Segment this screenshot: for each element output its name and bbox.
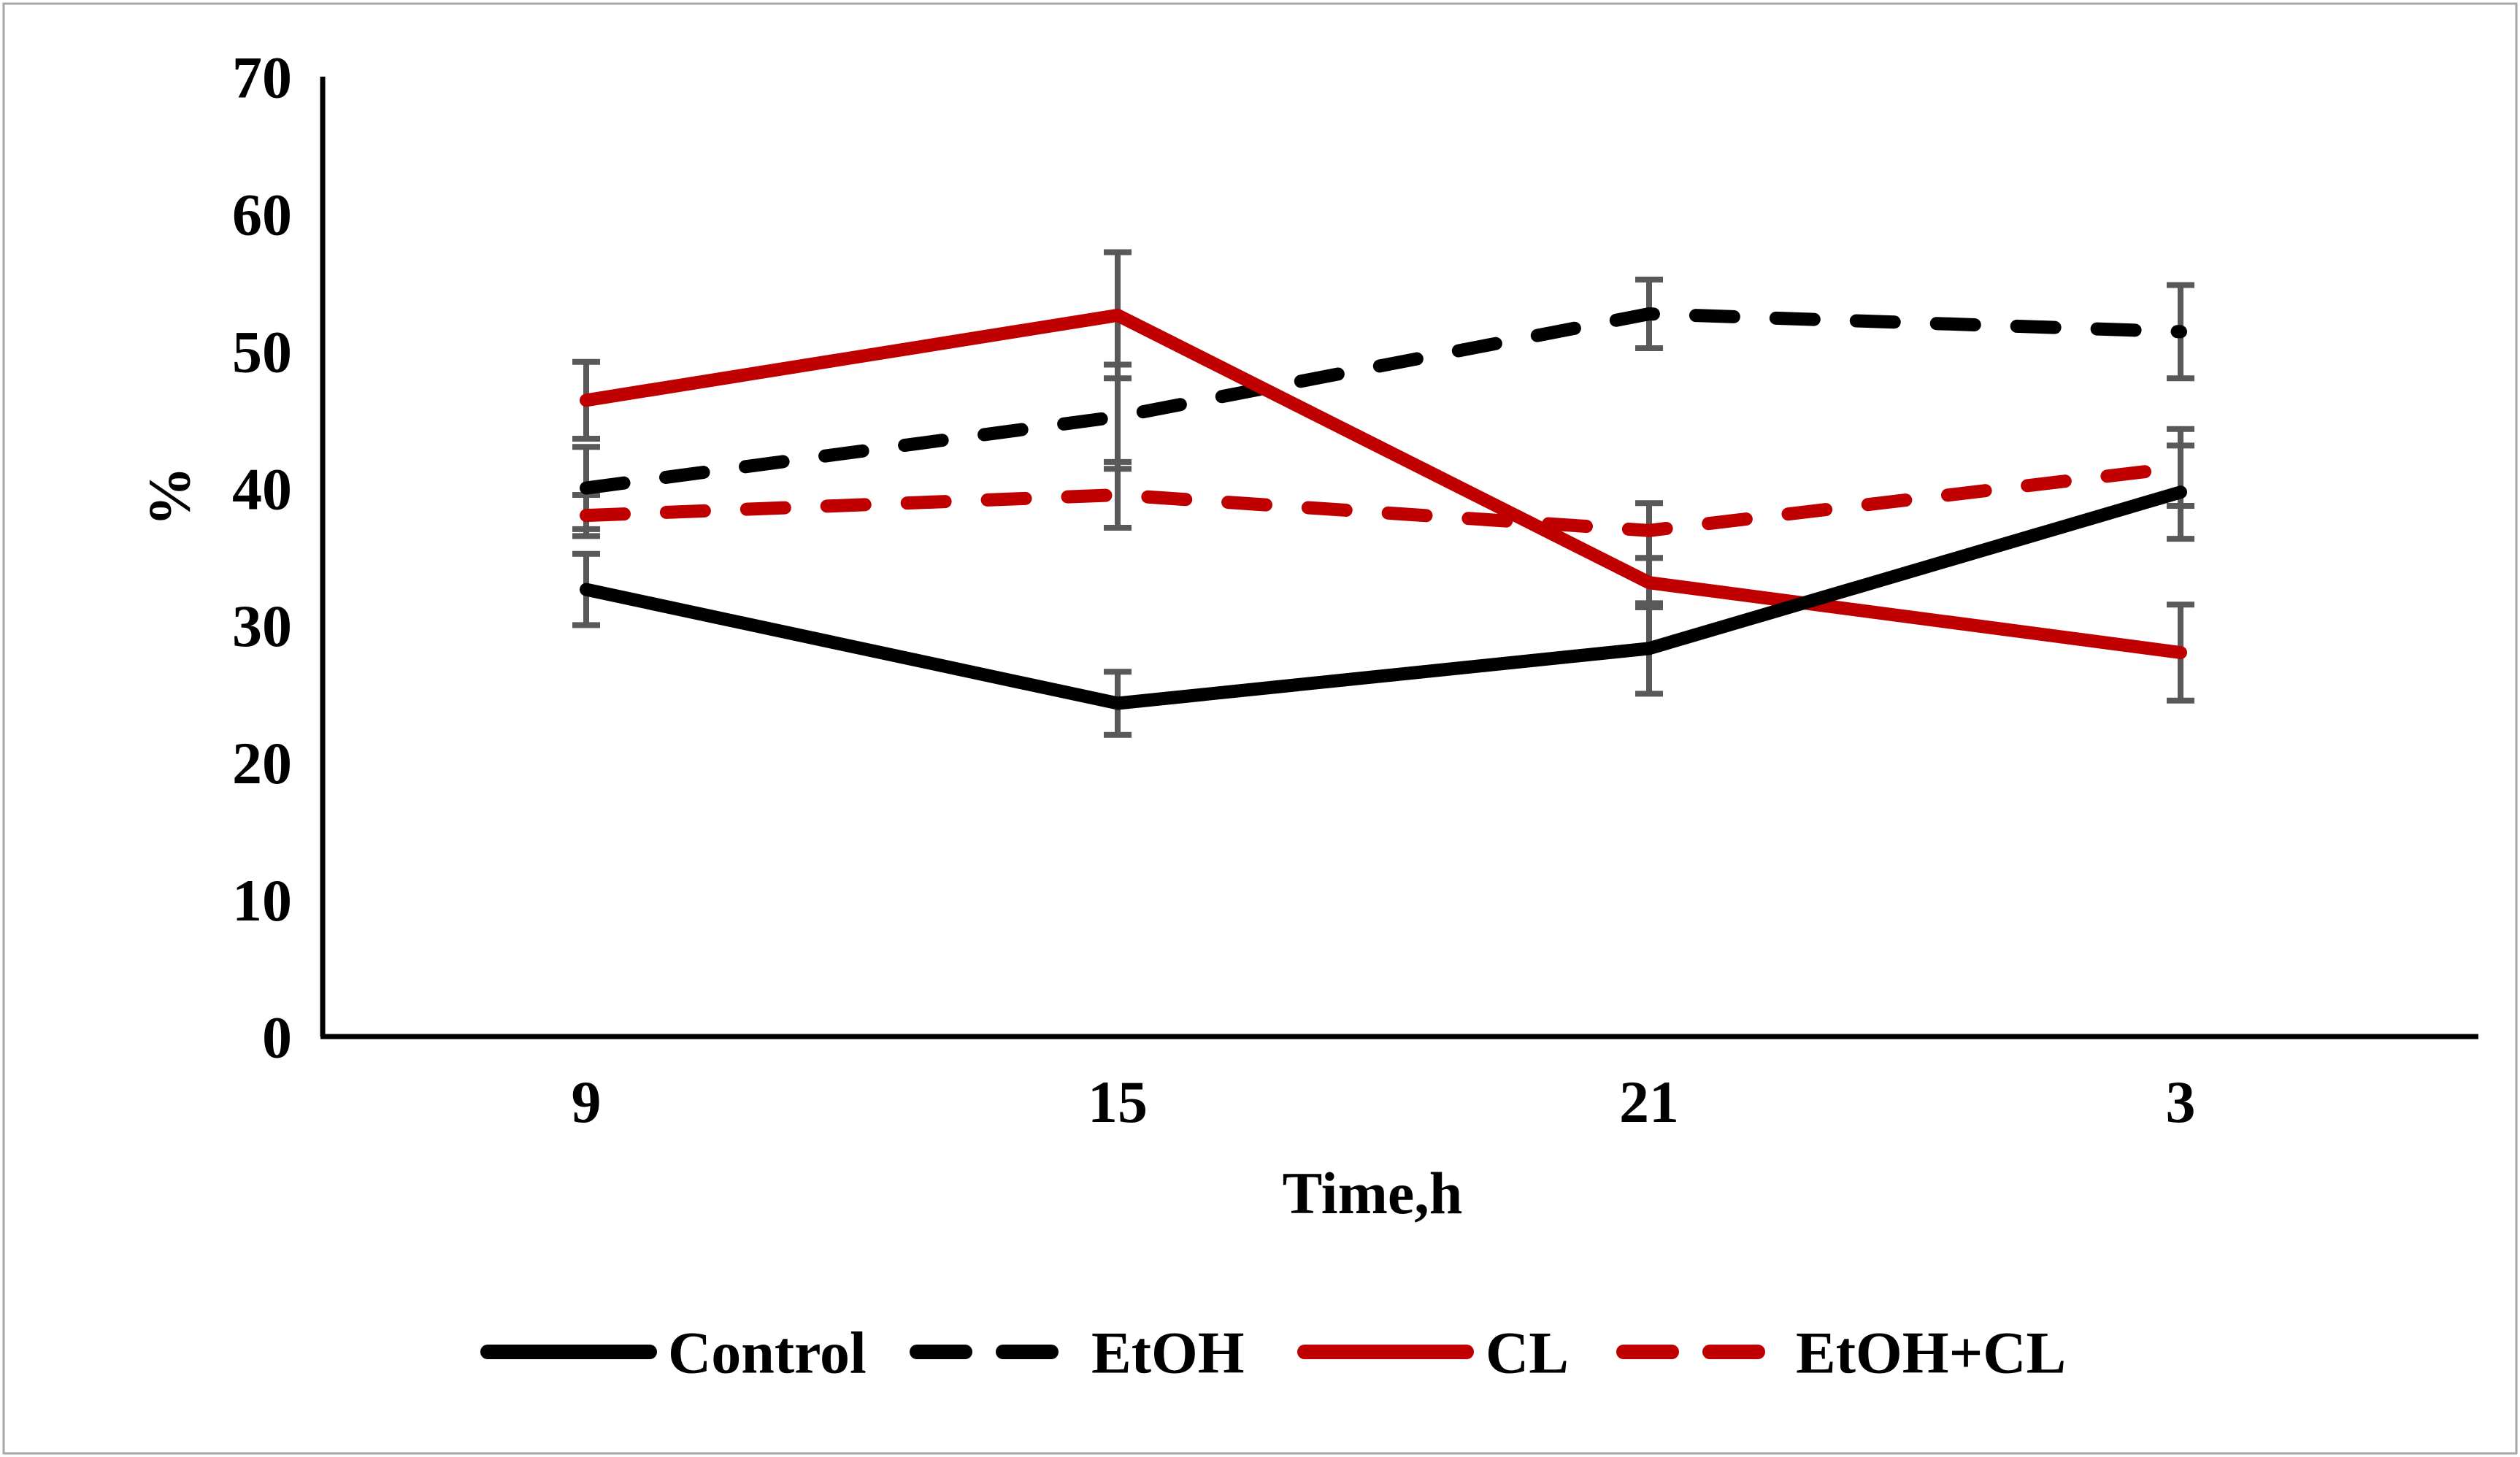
x-tick-label-15: 15 xyxy=(1088,1069,1148,1135)
legend-item-Control: Control xyxy=(480,1320,867,1386)
legend-item-EtOH: EtOH xyxy=(910,1320,1245,1386)
x-tick-label-3: 3 xyxy=(2166,1069,2196,1135)
y-tick-label-10: 10 xyxy=(232,867,292,934)
x-tick-label-9: 9 xyxy=(572,1069,602,1135)
legend-label-Control: Control xyxy=(668,1320,867,1386)
y-tick-label-40: 40 xyxy=(232,455,292,522)
y-tick-label-70: 70 xyxy=(232,45,292,111)
y-tick-label-50: 50 xyxy=(232,318,292,385)
legend-label-EtOH+CL: EtOH+CL xyxy=(1796,1320,2066,1386)
series-line-EtOH+CL xyxy=(580,461,2187,537)
legend-item-EtOH+CL: EtOH+CL xyxy=(1616,1320,2066,1386)
y-tick-label-20: 20 xyxy=(232,730,292,796)
series-line-EtOH xyxy=(580,307,2187,495)
y-tick-label-60: 60 xyxy=(232,182,292,248)
series-line-CL xyxy=(580,308,2187,659)
legend: Control EtOH CL EtOH+CL xyxy=(480,1320,2066,1386)
series-line-Control xyxy=(580,485,2187,710)
legend-label-CL: CL xyxy=(1486,1320,1569,1386)
x-axis-title: Time,h xyxy=(1283,1160,1463,1226)
legend-item-CL: CL xyxy=(1297,1320,1569,1386)
y-axis-title: % xyxy=(137,466,203,526)
y-tick-label-0: 0 xyxy=(262,1004,292,1071)
legend-label-EtOH: EtOH xyxy=(1091,1320,1245,1386)
x-tick-label-21: 21 xyxy=(1619,1069,1679,1135)
y-tick-label-30: 30 xyxy=(232,593,292,659)
error-bar-EtOH+CL-15 xyxy=(1104,458,1132,531)
